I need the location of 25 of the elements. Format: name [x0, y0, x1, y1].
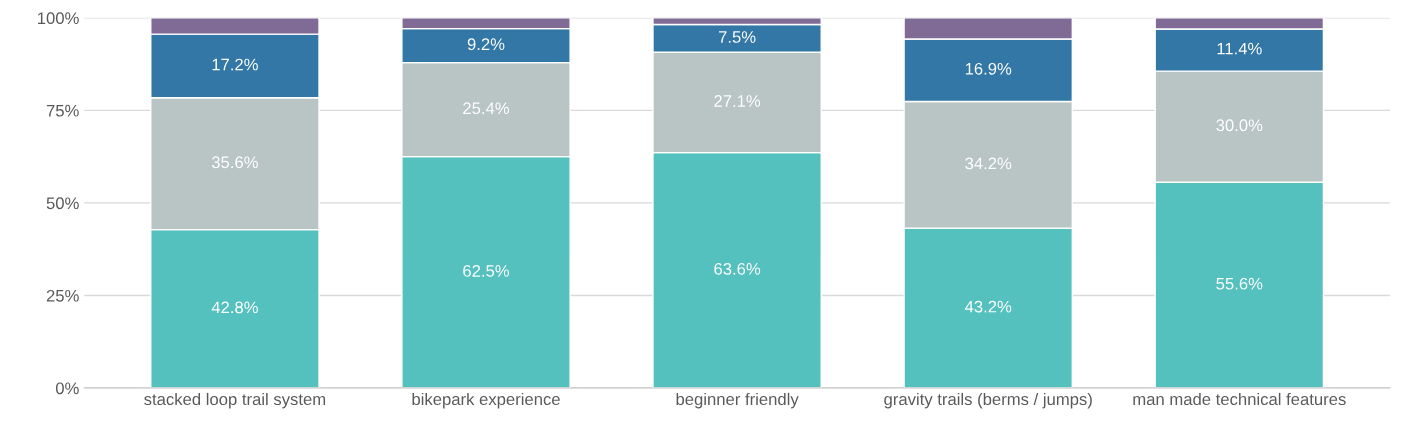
data-label: 27.1% [714, 95, 761, 107]
data-label: 17.2% [212, 58, 258, 71]
x-tick-label: stacked loop trail system [144, 392, 326, 409]
x-tick-label: man made technical features [1133, 392, 1346, 406]
data-label: 63.6% [714, 262, 761, 275]
y-tick-label: 100% [38, 12, 79, 25]
data-label: 43.2% [964, 300, 1012, 313]
y-tick-label: 50% [46, 197, 79, 210]
data-label: 16.9% [965, 62, 1012, 75]
y-tick-label: 0% [55, 382, 79, 395]
data-label: 30.0% [1216, 119, 1263, 132]
x-tick-label: bikepark experience [412, 392, 560, 409]
x-tick-label: beginner friendly [676, 392, 799, 409]
data-label: 7.5% [718, 31, 756, 43]
data-label: 42.8% [211, 301, 258, 314]
data-label: 62.5% [463, 265, 510, 277]
data-label: 9.2% [467, 38, 505, 51]
y-tick-label: 75% [46, 104, 79, 117]
data-label: 55.6% [1216, 277, 1263, 290]
data-label: 34.2% [965, 157, 1012, 170]
data-label: 11.4% [1217, 42, 1262, 55]
y-tick-label: 25% [46, 289, 79, 302]
data-label: 35.6% [211, 156, 258, 169]
data-label: 25.4% [463, 102, 510, 115]
x-tick-label: gravity trails (berms / jumps) [884, 392, 1092, 409]
